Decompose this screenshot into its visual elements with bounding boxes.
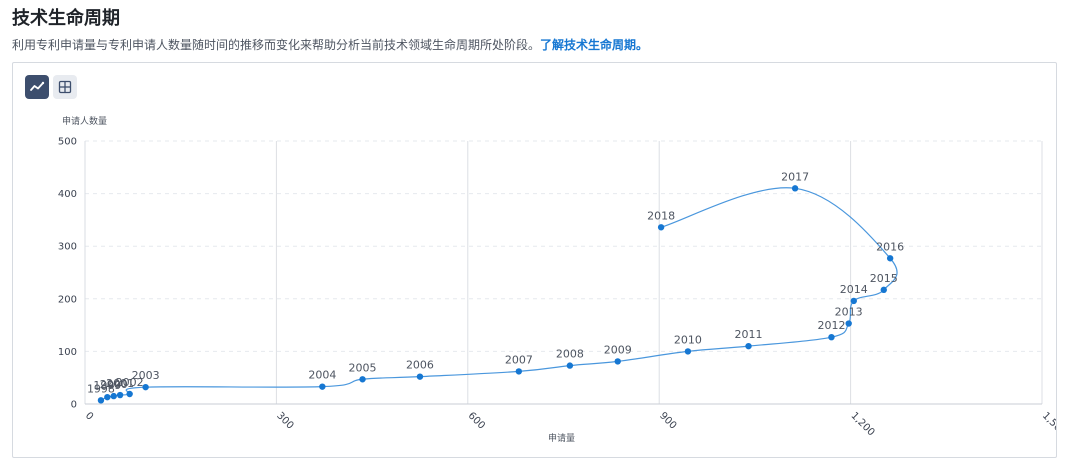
x-tick-label: 900 — [657, 410, 678, 431]
series-line — [100, 187, 898, 401]
x-tick-label: 1,500 — [1040, 410, 1056, 438]
data-point-2008[interactable] — [566, 362, 574, 369]
data-point-2014[interactable] — [850, 297, 857, 305]
data-point-2018[interactable] — [657, 224, 665, 231]
y-axis-title: 申请人数量 — [62, 115, 107, 127]
point-label-1998: 1998 — [87, 382, 115, 395]
y-tick-label: 200 — [58, 294, 77, 305]
data-point-2013[interactable] — [845, 320, 852, 327]
data-point-2003[interactable] — [142, 383, 149, 391]
data-point-2001[interactable] — [116, 391, 124, 399]
data-point-2012[interactable] — [828, 333, 835, 341]
point-label-2014: 2014 — [840, 283, 868, 296]
data-point-1998[interactable] — [97, 397, 105, 404]
point-label-2012: 2012 — [817, 319, 845, 332]
point-label-2011: 2011 — [735, 328, 763, 341]
data-point-2010[interactable] — [684, 348, 692, 355]
data-point-2016[interactable] — [886, 255, 894, 262]
y-tick-label: 0 — [71, 400, 77, 411]
data-point-1999[interactable] — [104, 393, 111, 401]
chart-panel: 0 100 200 300 400 500 0 300 600 900 1,200 1,500 申请… — [12, 62, 1057, 458]
point-label-2000: 2000 — [100, 378, 128, 391]
point-label-1999: 1999 — [93, 379, 121, 392]
data-point-2009[interactable] — [614, 358, 621, 365]
point-label-2007: 2007 — [505, 353, 533, 366]
data-point-2004[interactable] — [319, 383, 326, 390]
data-point-2005[interactable] — [359, 376, 366, 383]
data-point-2015[interactable] — [880, 286, 887, 294]
y-tick-label: 500 — [58, 137, 77, 148]
life-cycle-chart: 0 100 200 300 400 500 0 300 600 900 1,200 1,500 申请… — [58, 115, 1056, 444]
table-view-button[interactable] — [53, 75, 77, 99]
table-grid-icon — [58, 80, 72, 94]
y-tick-label: 400 — [58, 189, 77, 200]
line-chart-icon — [30, 81, 45, 91]
x-tick-label: 300 — [274, 410, 295, 431]
data-point-2002[interactable] — [126, 390, 133, 398]
point-label-2002: 2002 — [116, 376, 144, 389]
point-label-2018: 2018 — [647, 209, 675, 222]
view-toggle — [25, 75, 77, 99]
x-tick-label: 600 — [466, 410, 487, 431]
page-title: 技术生命周期 — [12, 8, 120, 29]
description-text: 利用专利申请量与专利申请人数量随时间的推移而变化来帮助分析当前技术领域生命周期所… — [12, 38, 541, 52]
x-axis-title: 申请量 — [548, 432, 575, 444]
x-tick-label: 1,200 — [848, 410, 876, 438]
point-label-2003: 2003 — [132, 369, 160, 382]
point-label-2013: 2013 — [835, 306, 863, 319]
learn-more-link[interactable]: 了解技术生命周期。 — [540, 38, 649, 52]
y-axis: 0 100 200 300 400 500 — [58, 137, 77, 411]
point-label-2005: 2005 — [349, 361, 377, 374]
point-label-2010: 2010 — [674, 333, 702, 346]
data-points — [97, 185, 894, 404]
page-description: 利用专利申请量与专利申请人数量随时间的推移而变化来帮助分析当前技术领域生命周期所… — [12, 37, 648, 53]
data-point-2000[interactable] — [110, 392, 117, 400]
point-label-2001: 2001 — [106, 377, 134, 390]
point-label-2009: 2009 — [604, 343, 632, 356]
data-point-2011[interactable] — [745, 342, 752, 350]
x-tick-label: 0 — [83, 410, 95, 422]
point-label-2016: 2016 — [876, 240, 904, 253]
y-tick-label: 300 — [58, 242, 77, 253]
point-label-2015: 2015 — [870, 272, 898, 285]
y-tick-label: 100 — [58, 347, 77, 358]
data-point-2007[interactable] — [515, 368, 523, 375]
line-view-button[interactable] — [25, 75, 49, 99]
point-label-2004: 2004 — [308, 369, 336, 382]
data-point-2017[interactable] — [791, 185, 799, 192]
data-point-2006[interactable] — [416, 373, 424, 380]
chart-grid — [84, 140, 1043, 405]
point-label-2008: 2008 — [556, 348, 584, 361]
point-label-2017: 2017 — [781, 170, 809, 183]
point-label-2006: 2006 — [406, 359, 434, 372]
